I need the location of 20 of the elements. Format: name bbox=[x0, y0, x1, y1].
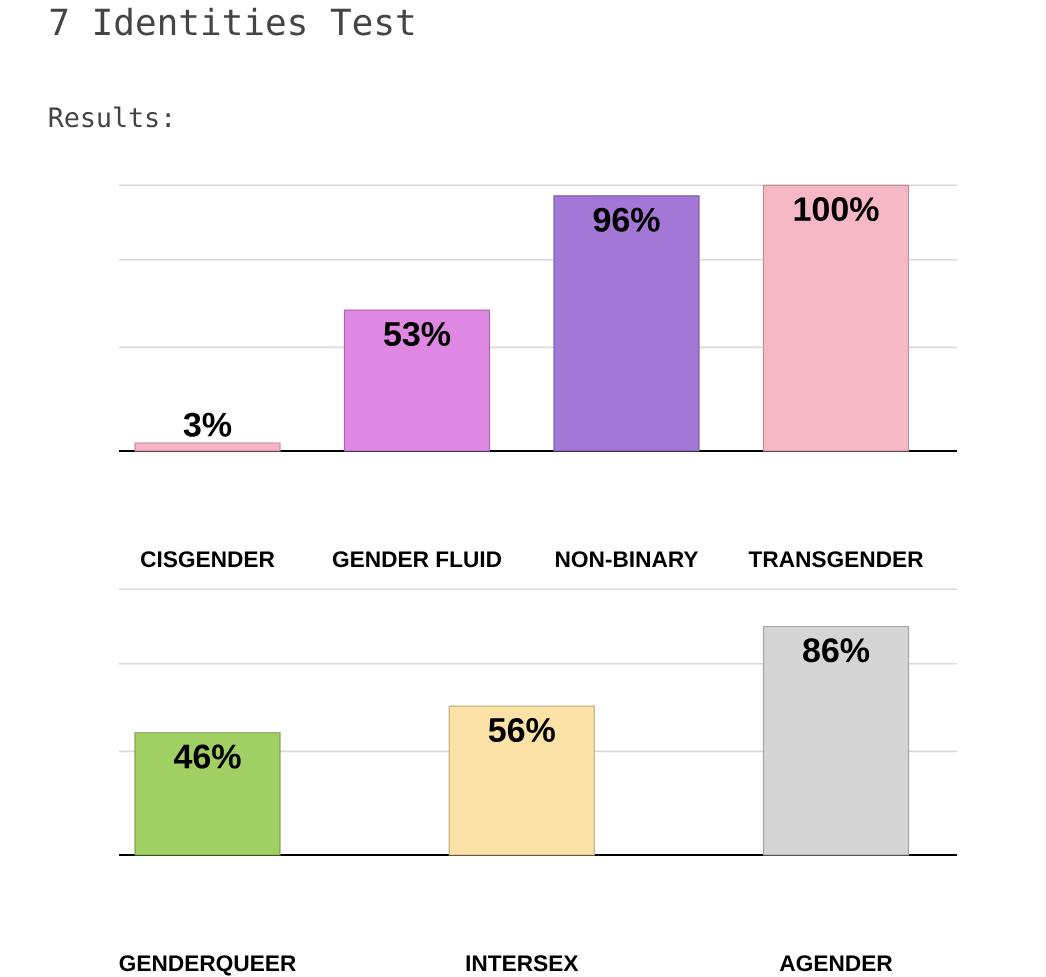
x-tick-label: CISGENDER bbox=[141, 551, 275, 568]
bar bbox=[553, 195, 700, 452]
data-label: 56% bbox=[488, 717, 555, 743]
data-label: 100% bbox=[794, 197, 879, 222]
data-label: 53% bbox=[384, 321, 451, 347]
x-tick-label: INTERSEX bbox=[466, 955, 579, 972]
bar bbox=[762, 184, 910, 452]
x-tick-label: TRANSGENDER bbox=[748, 551, 924, 568]
bar bbox=[134, 442, 281, 452]
data-label: 96% bbox=[593, 207, 660, 232]
x-tick-label: AGENDER bbox=[779, 955, 893, 972]
x-tick-label: GENDER FLUID bbox=[332, 551, 502, 568]
data-label: 3% bbox=[183, 412, 232, 437]
chart-title: 7 Identities Test bbox=[50, 7, 414, 36]
bar bbox=[343, 309, 491, 452]
x-tick-label: NON-BINARY bbox=[556, 551, 699, 568]
chart-subtitle: Results: bbox=[49, 106, 170, 128]
data-label: 46% bbox=[174, 744, 241, 769]
data-label: 86% bbox=[803, 638, 870, 663]
x-tick-label: GENDERQUEER bbox=[119, 955, 296, 976]
